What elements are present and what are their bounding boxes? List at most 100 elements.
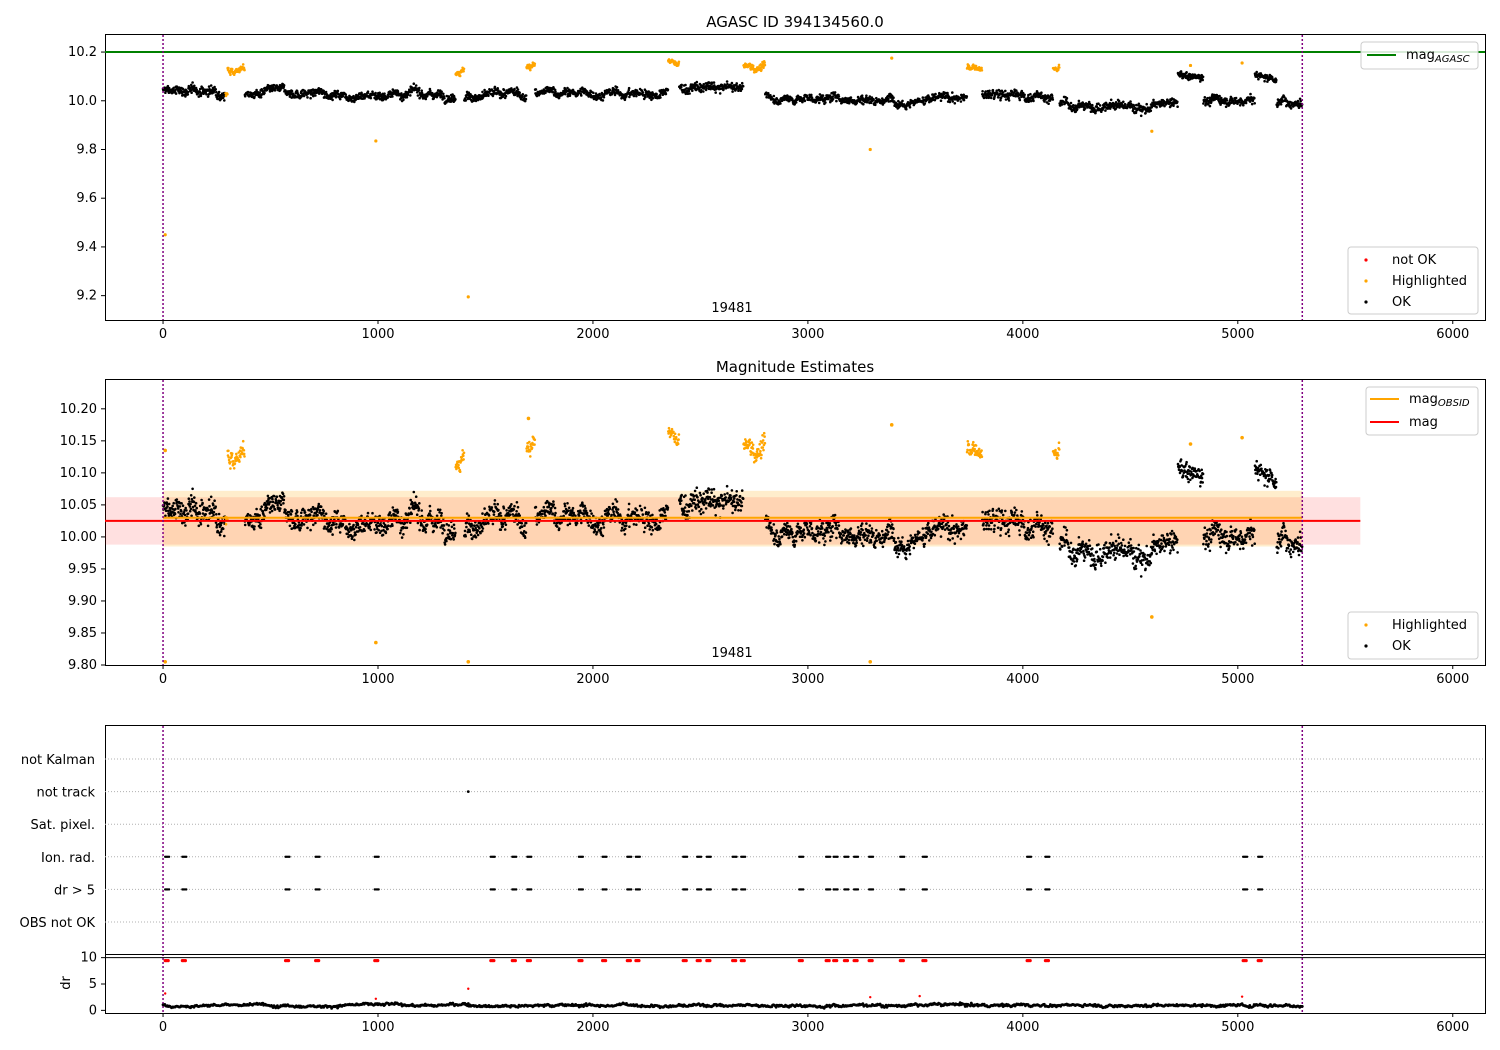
data-point xyxy=(246,90,250,94)
data-point xyxy=(230,67,234,71)
data-point xyxy=(643,521,646,525)
data-point xyxy=(751,64,755,67)
data-point xyxy=(412,82,416,85)
data-point xyxy=(414,495,418,499)
data-point xyxy=(722,87,725,91)
data-point xyxy=(227,458,231,462)
data-point xyxy=(214,88,217,91)
panel1-point-legend: not OK Highlighted OK xyxy=(1347,246,1479,315)
data-point xyxy=(635,523,638,526)
y-tick-label: 9.2 xyxy=(76,289,97,304)
data-point xyxy=(391,506,395,509)
data-point xyxy=(1117,99,1121,103)
data-point xyxy=(417,507,421,510)
data-point xyxy=(271,500,275,504)
data-point xyxy=(469,533,473,536)
data-point xyxy=(580,94,583,97)
data-point xyxy=(1250,102,1254,106)
data-point xyxy=(205,93,208,96)
data-point xyxy=(1210,100,1213,103)
data-point xyxy=(440,90,443,93)
data-point xyxy=(454,98,457,101)
data-point xyxy=(589,509,592,513)
data-point xyxy=(278,509,281,513)
y-tick-label: 9.8 xyxy=(76,142,97,157)
data-point xyxy=(230,452,234,455)
data-point xyxy=(1027,93,1030,97)
data-point xyxy=(309,528,312,532)
x-tick-label: 0 xyxy=(159,327,167,342)
data-point xyxy=(369,528,373,532)
data-point xyxy=(574,91,577,94)
data-point xyxy=(1137,102,1141,106)
data-point xyxy=(1145,102,1148,106)
data-point xyxy=(702,83,705,86)
data-point xyxy=(516,523,519,526)
data-point xyxy=(327,524,331,527)
highlighted-point xyxy=(163,233,167,237)
data-point xyxy=(368,525,372,529)
data-point xyxy=(563,504,567,508)
data-point xyxy=(698,509,701,513)
data-point xyxy=(386,527,389,531)
data-point xyxy=(767,92,770,95)
data-point xyxy=(997,96,1000,99)
data-point xyxy=(377,528,381,532)
data-point xyxy=(520,525,524,528)
data-point xyxy=(502,507,506,510)
data-point xyxy=(338,531,342,534)
data-point xyxy=(1001,91,1005,94)
data-point xyxy=(189,502,192,506)
data-point xyxy=(1155,105,1158,109)
data-point xyxy=(718,92,722,95)
data-point xyxy=(473,524,476,527)
data-point xyxy=(374,91,377,95)
data-point xyxy=(424,527,427,531)
data-point xyxy=(717,499,721,503)
data-point xyxy=(563,502,566,506)
data-point xyxy=(1123,102,1127,106)
data-point xyxy=(680,493,683,497)
data-point xyxy=(694,507,698,510)
data-point xyxy=(623,533,627,536)
data-point xyxy=(510,503,513,506)
data-point xyxy=(765,95,768,99)
data-point xyxy=(406,93,410,96)
data-point xyxy=(607,90,611,94)
data-point xyxy=(860,94,864,97)
data-point xyxy=(358,526,362,529)
legend-not-ok-label: not OK xyxy=(1392,253,1437,268)
data-point xyxy=(951,100,954,103)
data-point xyxy=(354,533,357,536)
data-point xyxy=(308,513,312,517)
data-point xyxy=(1234,96,1238,100)
data-point xyxy=(713,495,716,498)
data-point xyxy=(273,508,277,511)
data-point xyxy=(951,91,954,94)
data-point xyxy=(1179,70,1183,73)
data-point xyxy=(279,507,282,510)
data-point xyxy=(1203,96,1207,99)
data-point xyxy=(616,508,620,511)
data-point xyxy=(338,97,342,101)
data-point xyxy=(269,500,273,504)
data-point xyxy=(1176,105,1179,108)
data-point xyxy=(223,534,226,538)
data-point xyxy=(199,522,203,526)
data-point xyxy=(740,81,744,85)
data-point xyxy=(384,531,388,535)
data-point xyxy=(330,527,333,531)
data-point xyxy=(478,527,481,530)
data-point xyxy=(520,95,524,99)
data-point xyxy=(705,86,708,90)
data-point xyxy=(627,86,631,90)
data-point xyxy=(518,514,521,517)
data-point xyxy=(887,97,890,101)
data-point xyxy=(198,87,202,91)
data-point xyxy=(1018,98,1022,102)
data-point xyxy=(281,492,285,496)
data-point xyxy=(710,491,713,495)
data-point xyxy=(380,524,384,528)
data-point xyxy=(528,449,532,453)
data-point xyxy=(215,90,218,94)
